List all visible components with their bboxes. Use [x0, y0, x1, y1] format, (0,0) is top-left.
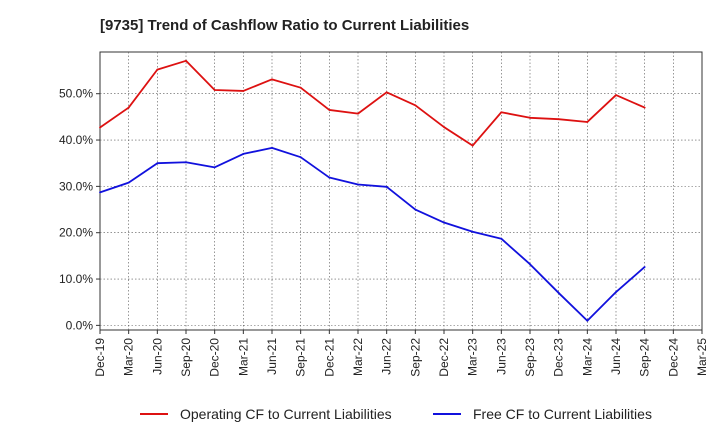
x-tick-label: Sep-20: [179, 338, 193, 377]
x-tick-label: Mar-22: [351, 338, 365, 376]
x-tick-label: Mar-21: [236, 338, 250, 376]
y-tick-label: 0.0%: [66, 318, 94, 332]
x-tick-label: Mar-20: [122, 338, 136, 376]
data-point: [357, 112, 359, 115]
data-point: [643, 106, 646, 109]
x-tick-label: Dec-24: [666, 338, 680, 377]
data-point: [127, 181, 130, 184]
data-point: [471, 144, 474, 147]
data-point: [385, 91, 388, 94]
data-point: [443, 221, 445, 224]
data-point: [127, 106, 130, 109]
x-tick-label: Jun-20: [150, 338, 164, 375]
y-axis-ticks: 0.0% 10.0% 20.0% 30.0% 40.0% 50.0%: [59, 87, 100, 332]
data-point: [414, 208, 417, 211]
legend-label-1: Operating CF to Current Liabilities: [180, 406, 392, 422]
data-point: [271, 147, 273, 149]
legend: Operating CF to Current Liabilities Free …: [140, 406, 652, 422]
data-point: [99, 191, 101, 194]
x-tick-label: Dec-21: [322, 338, 336, 377]
data-point: [299, 86, 302, 89]
data-point: [471, 230, 474, 233]
data-point: [242, 90, 245, 92]
x-tick-label: Dec-22: [437, 338, 451, 377]
data-point: [99, 126, 101, 129]
data-point: [328, 176, 331, 179]
data-point: [185, 59, 187, 62]
x-axis-ticks: Dec-19 Mar-20 Jun-20 Sep-20 Dec-20 Mar-21 Jun-…: [93, 330, 709, 377]
data-point: [156, 162, 159, 165]
data-point: [586, 121, 589, 123]
y-tick-label: 40.0%: [59, 133, 93, 147]
x-tick-label: Sep-22: [408, 338, 422, 377]
series-line-2: [99, 147, 646, 322]
data-point: [328, 109, 331, 111]
data-point: [529, 263, 531, 266]
data-point: [529, 116, 531, 119]
series-line-1: [99, 59, 646, 147]
data-point: [586, 319, 589, 322]
x-tick-label: Jun-24: [609, 338, 623, 375]
x-tick-label: Mar-25: [695, 338, 709, 376]
x-tick-label: Mar-24: [580, 338, 594, 376]
y-tick-label: 10.0%: [59, 272, 93, 286]
legend-label-2: Free CF to Current Liabilities: [473, 406, 652, 422]
x-tick-label: Jun-23: [494, 338, 508, 375]
x-tick-label: Sep-23: [523, 338, 537, 377]
data-point: [357, 183, 359, 186]
data-point: [156, 68, 159, 71]
x-tick-label: Sep-24: [638, 338, 652, 377]
x-tick-label: Jun-21: [265, 338, 279, 375]
chart-title: [9735] Trend of Cashflow Ratio to Curren…: [100, 17, 469, 34]
data-point: [271, 78, 273, 81]
y-tick-label: 30.0%: [59, 179, 93, 193]
data-point: [185, 161, 187, 164]
data-point: [213, 166, 216, 169]
x-tick-label: Mar-23: [466, 338, 480, 376]
x-tick-label: Jun-22: [380, 338, 394, 375]
data-point: [615, 94, 617, 96]
y-tick-label: 50.0%: [59, 87, 93, 101]
data-point: [414, 104, 417, 107]
data-point: [242, 153, 245, 155]
data-point: [500, 237, 503, 240]
x-tick-label: Dec-19: [93, 338, 107, 377]
series-lines: [99, 59, 646, 322]
data-point: [213, 89, 216, 91]
data-point: [443, 126, 445, 128]
data-point: [643, 266, 646, 268]
data-point: [557, 118, 560, 121]
grid: [100, 52, 702, 330]
data-point: [615, 291, 617, 293]
x-tick-label: Dec-23: [552, 338, 566, 377]
data-point: [299, 156, 302, 159]
data-point: [557, 292, 560, 294]
data-point: [500, 111, 503, 114]
data-point: [385, 185, 388, 188]
x-tick-label: Sep-21: [294, 338, 308, 377]
y-tick-label: 20.0%: [59, 226, 93, 240]
x-tick-label: Dec-20: [208, 338, 222, 377]
